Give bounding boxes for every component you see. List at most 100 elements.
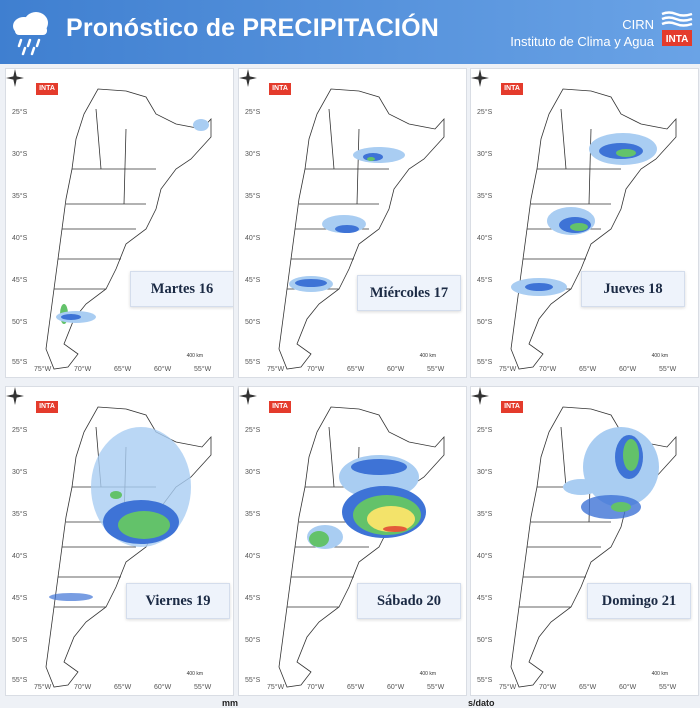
lon-label: 75°W	[499, 366, 517, 373]
precip-areas	[56, 119, 209, 324]
lon-label: 55°W	[659, 366, 677, 373]
lat-label: 40°S	[12, 553, 28, 560]
lat-label: 25°S	[245, 427, 261, 434]
lat-label: 35°S	[245, 511, 261, 518]
forecast-panel-4: INTA 25°S 30°S 35°S 40°S 45°S 50°S 55°S …	[5, 386, 234, 696]
lat-label: 55°S	[12, 359, 28, 366]
inta-logo-small: INTA	[269, 401, 291, 413]
day-label: Miércoles 17	[357, 275, 461, 311]
lat-label: 35°S	[477, 193, 493, 200]
lon-label: 55°W	[194, 684, 212, 691]
forecast-grid: INTA 25°S 30°S 35°S 40°S 45°S 50°S 55°S …	[0, 64, 700, 708]
lat-label: 45°S	[245, 277, 261, 284]
lon-label: 70°W	[74, 366, 92, 373]
lon-label: 65°W	[347, 366, 365, 373]
scale-bar: 400 km	[186, 671, 203, 677]
header-banner: Pronóstico de PRECIPITACIÓN CIRN Institu…	[0, 0, 700, 64]
scale-bar: 400 km	[651, 353, 668, 359]
lat-label: 25°S	[477, 109, 493, 116]
lat-label: 55°S	[245, 359, 261, 366]
lon-label: 75°W	[267, 366, 285, 373]
lon-label: 65°W	[114, 366, 132, 373]
scale-bar: 400 km	[419, 353, 436, 359]
lon-label: 70°W	[539, 684, 557, 691]
org-short: CIRN	[622, 17, 654, 32]
lon-label: 60°W	[619, 684, 637, 691]
lon-label: 60°W	[619, 366, 637, 373]
lon-label: 55°W	[194, 366, 212, 373]
day-label: Sábado 20	[357, 583, 461, 619]
lat-label: 30°S	[477, 151, 493, 158]
lon-label: 75°W	[34, 366, 52, 373]
forecast-panel-5: INTA 25°S 30°S 35°S 40°S 45°S 50°S 55°S …	[238, 386, 467, 696]
lon-label: 75°W	[267, 684, 285, 691]
lat-label: 25°S	[477, 427, 493, 434]
lat-label: 50°S	[12, 319, 28, 326]
organization-name: CIRN Instituto de Clima y Agua	[510, 16, 654, 50]
argentina-map	[510, 406, 677, 688]
lon-label: 60°W	[387, 684, 405, 691]
argentina-map	[45, 406, 212, 688]
lat-label: 35°S	[477, 511, 493, 518]
lat-label: 50°S	[12, 637, 28, 644]
map-outline	[45, 88, 212, 370]
forecast-panel-2: INTA 25°S 30°S 35°S 40°S 45°S 50°S 55°S …	[238, 68, 467, 378]
lon-label: 70°W	[307, 366, 325, 373]
argentina-map	[278, 88, 445, 370]
precip-areas	[563, 427, 659, 519]
lon-label: 70°W	[307, 684, 325, 691]
inta-logo: INTA	[661, 11, 693, 46]
day-label: Viernes 19	[126, 583, 230, 619]
lat-label: 55°S	[12, 677, 28, 684]
compass-rose-icon	[239, 387, 257, 405]
forecast-panel-6: INTA 25°S 30°S 35°S 40°S 45°S 50°S 55°S …	[470, 386, 699, 696]
inta-logo-small: INTA	[501, 401, 523, 413]
lat-label: 45°S	[12, 277, 28, 284]
inta-logo-small: INTA	[36, 401, 58, 413]
argentina-map	[510, 88, 677, 370]
lat-label: 35°S	[12, 511, 28, 518]
scale-bar: 400 km	[419, 671, 436, 677]
lon-label: 65°W	[347, 684, 365, 691]
day-label: Domingo 21	[587, 583, 691, 619]
forecast-panel-1: INTA 25°S 30°S 35°S 40°S 45°S 50°S 55°S …	[5, 68, 234, 378]
lat-label: 40°S	[245, 235, 261, 242]
lon-label: 65°W	[114, 684, 132, 691]
inta-logo-small: INTA	[501, 83, 523, 95]
compass-rose-icon	[6, 69, 24, 87]
lat-label: 35°S	[245, 193, 261, 200]
compass-rose-icon	[471, 69, 489, 87]
lat-label: 25°S	[12, 109, 28, 116]
lat-label: 50°S	[477, 319, 493, 326]
rain-cloud-icon	[13, 12, 48, 56]
lat-label: 40°S	[245, 553, 261, 560]
argentina-map	[278, 406, 445, 688]
lon-label: 75°W	[34, 684, 52, 691]
lat-label: 55°S	[477, 359, 493, 366]
inta-logo-small: INTA	[36, 83, 58, 95]
precip-areas	[511, 133, 657, 296]
lat-label: 45°S	[12, 595, 28, 602]
legend-unit: mm	[222, 698, 239, 708]
day-label: Jueves 18	[581, 271, 685, 307]
lon-label: 60°W	[154, 684, 172, 691]
lat-label: 30°S	[12, 469, 28, 476]
argentina-map	[45, 88, 212, 370]
lat-label: 45°S	[477, 595, 493, 602]
compass-rose-icon	[239, 69, 257, 87]
compass-rose-icon	[471, 387, 489, 405]
lat-label: 50°S	[477, 637, 493, 644]
inta-logo-small: INTA	[269, 83, 291, 95]
scale-bar: 400 km	[651, 671, 668, 677]
lon-label: 55°W	[427, 366, 445, 373]
day-label: Martes 16	[130, 271, 233, 307]
lat-label: 30°S	[477, 469, 493, 476]
precip-areas	[49, 427, 191, 601]
lat-label: 40°S	[12, 235, 28, 242]
lat-label: 30°S	[245, 151, 261, 158]
lon-label: 55°W	[659, 684, 677, 691]
lat-label: 25°S	[12, 427, 28, 434]
lon-label: 55°W	[427, 684, 445, 691]
compass-rose-icon	[6, 387, 24, 405]
precip-areas	[307, 455, 426, 549]
